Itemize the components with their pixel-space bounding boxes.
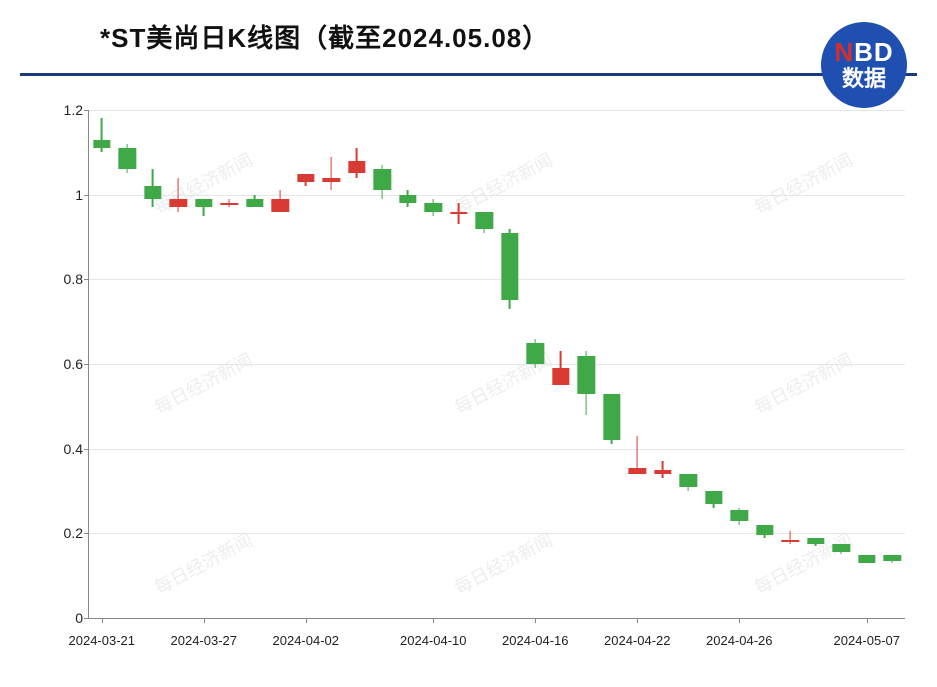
candle [705,110,722,618]
x-tick-label: 2024-04-16 [502,633,569,648]
candle-body [858,555,875,563]
y-tick-label: 0.2 [49,525,83,541]
candle [93,110,110,618]
candlestick-chart: 每日经济新闻每日经济新闻每日经济新闻每日经济新闻每日经济新闻每日经济新闻每日经济… [40,110,917,657]
candle-body [501,233,518,301]
candle [629,110,646,618]
candle-body [119,148,136,169]
candle [221,110,238,618]
candle-body [246,199,263,207]
candle-body [756,525,773,536]
y-tick-label: 0 [49,610,83,626]
candle-body [884,555,901,561]
candle-body [374,169,391,190]
x-tick-label: 2024-04-26 [706,633,773,648]
x-tick-label: 2024-03-27 [171,633,238,648]
x-tick-label: 2024-05-07 [834,633,901,648]
candle-body [578,356,595,394]
candle [170,110,187,618]
candle [858,110,875,618]
candle-body [476,212,493,229]
candle [246,110,263,618]
candle [144,110,161,618]
candle [731,110,748,618]
y-tick-label: 0.4 [49,441,83,457]
candle-body [552,368,569,385]
candle-body [323,178,340,182]
candle [833,110,850,618]
candle-body [603,394,620,441]
title-underline [20,73,917,76]
nbd-logo: NBD 数据 [821,22,907,108]
candle [399,110,416,618]
candle [680,110,697,618]
candle-body [654,470,671,474]
candle [348,110,365,618]
candle [501,110,518,618]
candle-body [272,199,289,212]
candle [756,110,773,618]
candle-body [807,538,824,544]
x-tick-label: 2024-04-10 [400,633,467,648]
candle-body [297,174,314,182]
x-tick-label: 2024-04-02 [273,633,340,648]
candle-body [629,468,646,474]
candle [374,110,391,618]
candle [782,110,799,618]
candle-body [144,186,161,199]
candle-body [170,199,187,207]
candle [654,110,671,618]
candle-body [348,161,365,174]
candle [297,110,314,618]
candle-wick [789,531,791,544]
candle-wick [458,203,460,224]
candle-body [782,540,799,542]
candle-body [680,474,697,487]
candle [195,110,212,618]
candle-wick [330,157,332,191]
y-tick-label: 0.6 [49,356,83,372]
logo-bd: BD [854,37,894,67]
candle-body [833,544,850,552]
candle [552,110,569,618]
candle [527,110,544,618]
y-tick-label: 1 [49,187,83,203]
y-tick-label: 0.8 [49,271,83,287]
candle-body [221,203,238,205]
x-tick-label: 2024-03-21 [69,633,136,648]
candle [272,110,289,618]
candle-body [399,195,416,203]
logo-n: N [834,37,854,67]
candle-body [425,203,442,211]
candle [425,110,442,618]
logo-bottom: 数据 [842,67,886,91]
candle-body [93,140,110,148]
candle-body [450,212,467,214]
x-tick-label: 2024-04-22 [604,633,671,648]
candle [603,110,620,618]
candle-body [705,491,722,504]
candle-body [731,510,748,521]
candle [476,110,493,618]
candle [807,110,824,618]
candle [119,110,136,618]
candle [884,110,901,618]
y-tick-label: 1.2 [49,102,83,118]
plot-area: 每日经济新闻每日经济新闻每日经济新闻每日经济新闻每日经济新闻每日经济新闻每日经济… [88,110,905,619]
candle-body [527,343,544,364]
candle [578,110,595,618]
candle [450,110,467,618]
candle-body [195,199,212,207]
chart-title: *ST美尚日K线图（截至2024.05.08） [100,18,937,55]
candle [323,110,340,618]
